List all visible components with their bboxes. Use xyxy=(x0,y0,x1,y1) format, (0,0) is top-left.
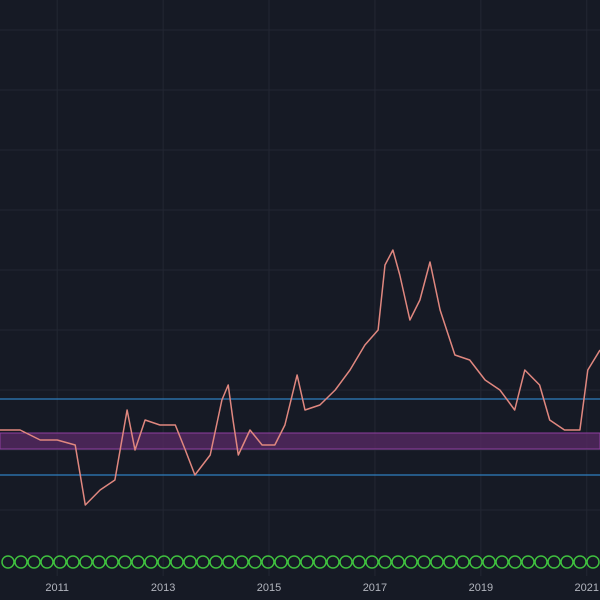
price-line xyxy=(0,249,600,506)
indicator-icon xyxy=(118,555,132,569)
indicator-icon xyxy=(40,555,54,569)
indicator-icon xyxy=(469,555,483,569)
indicator-icon xyxy=(326,555,340,569)
indicator-icon xyxy=(66,555,80,569)
indicator-icon xyxy=(105,555,119,569)
indicator-icon xyxy=(235,555,249,569)
indicator-icon xyxy=(27,555,41,569)
indicator-icon xyxy=(248,555,262,569)
indicator-icon xyxy=(586,555,600,569)
indicator-icon xyxy=(365,555,379,569)
indicator-icon xyxy=(404,555,418,569)
indicator-icon xyxy=(482,555,496,569)
x-tick-label: 2019 xyxy=(469,582,493,594)
indicator-icon xyxy=(430,555,444,569)
indicator-icon xyxy=(196,555,210,569)
x-tick-label: 2017 xyxy=(363,582,387,594)
indicator-icon xyxy=(144,555,158,569)
indicator-icon xyxy=(313,555,327,569)
indicator-icon xyxy=(170,555,184,569)
indicator-icon xyxy=(92,555,106,569)
indicator-icon xyxy=(352,555,366,569)
indicator-icon xyxy=(417,555,431,569)
x-tick-label: 2011 xyxy=(45,582,69,594)
indicator-icon xyxy=(287,555,301,569)
zone xyxy=(0,432,600,450)
indicator-icon xyxy=(508,555,522,569)
indicator-icon xyxy=(300,555,314,569)
indicator-icon xyxy=(131,555,145,569)
x-tick-label: 2013 xyxy=(151,582,175,594)
indicator-icon xyxy=(339,555,353,569)
indicator-icon xyxy=(560,555,574,569)
indicator-icon xyxy=(209,555,223,569)
indicator-icon xyxy=(547,555,561,569)
indicator-icon xyxy=(495,555,509,569)
x-tick-label: 2021 xyxy=(575,582,599,594)
indicator-icon xyxy=(534,555,548,569)
indicator-icon xyxy=(53,555,67,569)
indicator-icon xyxy=(274,555,288,569)
indicator-icon xyxy=(378,555,392,569)
indicator-icon xyxy=(14,555,28,569)
indicator-icon xyxy=(521,555,535,569)
indicator-icon xyxy=(456,555,470,569)
indicator-icon xyxy=(1,555,15,569)
indicator-icon xyxy=(183,555,197,569)
indicator-icon xyxy=(391,555,405,569)
indicator-icon xyxy=(222,555,236,569)
indicator-icon xyxy=(157,555,171,569)
indicator-icon xyxy=(573,555,587,569)
indicator-icon xyxy=(79,555,93,569)
x-tick-label: 2015 xyxy=(257,582,281,594)
indicator-icon xyxy=(261,555,275,569)
indicator-icon xyxy=(443,555,457,569)
